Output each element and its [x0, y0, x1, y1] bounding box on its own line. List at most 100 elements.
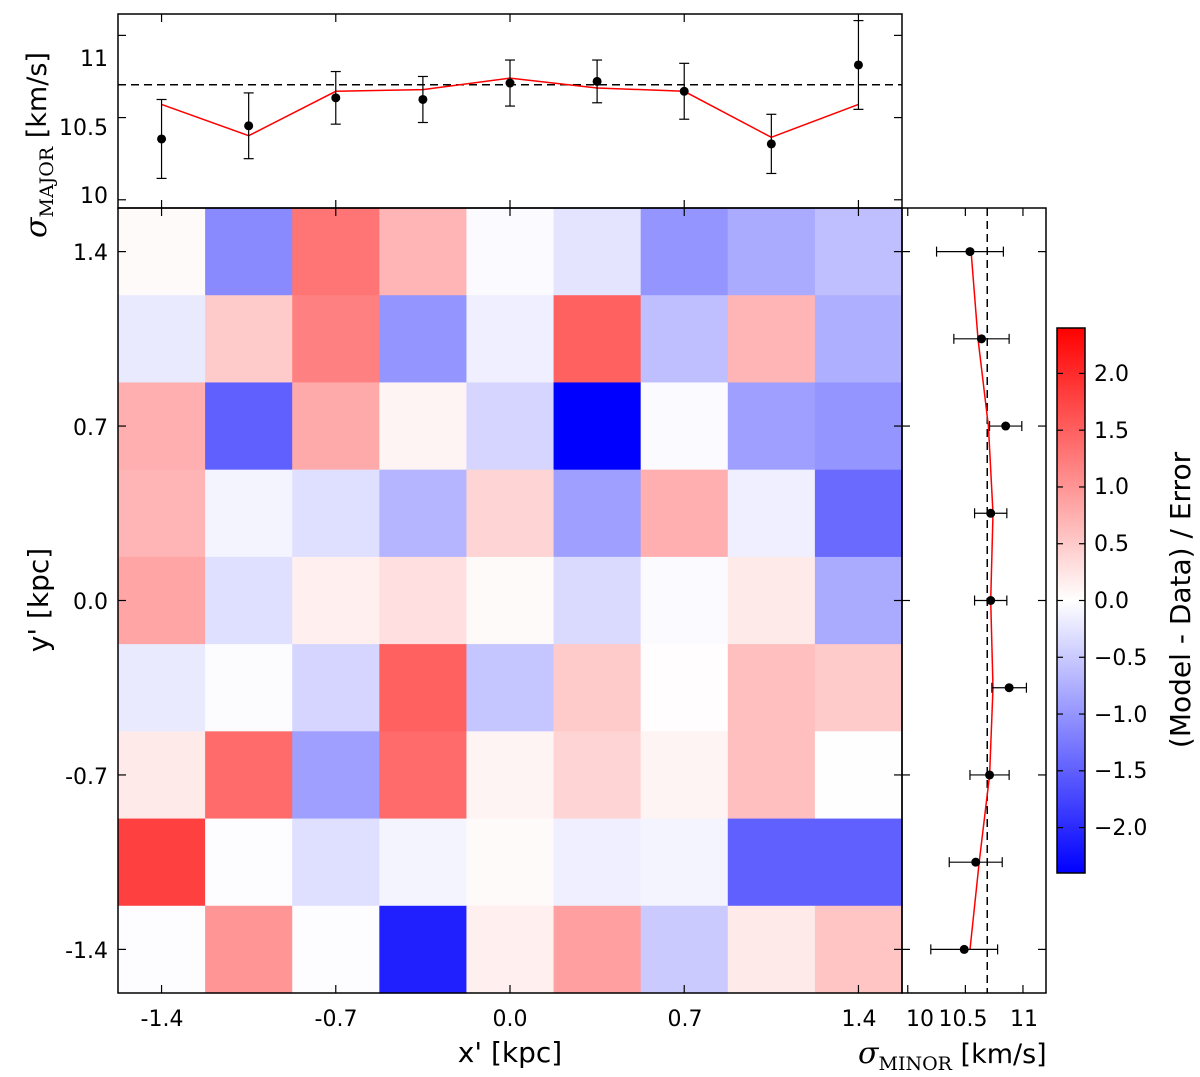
- heatmap-cell: [118, 295, 206, 384]
- heatmap-cell: [553, 295, 642, 384]
- heatmap-cell: [814, 644, 903, 732]
- y-tick-label: -1.4: [65, 939, 108, 964]
- heatmap-cell: [814, 905, 903, 994]
- right-x-tick-label: 10.5: [939, 1007, 988, 1032]
- heatmap-cell: [466, 731, 555, 820]
- heatmap-cell: [640, 295, 729, 384]
- x-tick-label: -1.4: [141, 1007, 184, 1032]
- heatmap-cell: [727, 208, 816, 296]
- heatmap-cell: [118, 818, 206, 907]
- right-x-tick-label: 11: [1010, 1007, 1038, 1032]
- heatmap-cell: [814, 382, 903, 471]
- heatmap-cell: [640, 644, 729, 732]
- right-data-point: [1001, 421, 1011, 431]
- top-y-axis-subscript: MAJOR: [36, 146, 58, 217]
- right-data-point: [965, 247, 975, 257]
- heatmap-ticks: [118, 208, 902, 993]
- heatmap-cell: [118, 556, 206, 645]
- heatmap-cell: [118, 644, 206, 732]
- heatmap-cell: [727, 295, 816, 384]
- colorbar-tick-label: −0.5: [1094, 646, 1147, 671]
- heatmap-cell: [379, 382, 468, 471]
- right-data-point: [971, 857, 981, 867]
- heatmap-cell: [118, 382, 206, 471]
- heatmap-cell: [814, 731, 903, 820]
- colorbar-tick-label: −1.0: [1094, 703, 1147, 728]
- heatmap-cell: [640, 905, 729, 994]
- heatmap-cell: [292, 644, 380, 732]
- heatmap-cell: [466, 382, 555, 471]
- heatmap-cell: [379, 208, 468, 296]
- heatmap-cell: [205, 208, 293, 296]
- heatmap-cell: [379, 818, 468, 907]
- heatmap-cell: [814, 295, 903, 384]
- heatmap-cell: [727, 905, 816, 994]
- x-tick-label: -0.7: [315, 1007, 358, 1032]
- colorbar-tick-label: 0.0: [1094, 589, 1129, 614]
- heatmap-cell: [553, 556, 642, 645]
- heatmap-cell: [292, 731, 380, 820]
- right-panel-frame: [901, 207, 1047, 994]
- heatmap-cell: [640, 469, 729, 558]
- heatmap-cell: [205, 556, 293, 645]
- heatmap-cell: [553, 208, 642, 296]
- heatmap-cell: [292, 382, 380, 471]
- heatmap-cell: [292, 208, 380, 296]
- heatmap-cell: [205, 382, 293, 471]
- right-data-point: [986, 508, 996, 518]
- top-data-point: [766, 139, 776, 149]
- heatmap-cell: [814, 556, 903, 645]
- heatmap-cell: [640, 382, 729, 471]
- heatmap-cell: [814, 818, 903, 907]
- y-tick-label: 0.7: [73, 416, 108, 441]
- heatmap-cell: [640, 731, 729, 820]
- right-x-axis-label: σMINOR [km/s]: [858, 1036, 1047, 1075]
- heatmap-cell: [553, 905, 642, 994]
- heatmap-cell: [814, 208, 903, 296]
- heatmap-cell: [205, 818, 293, 907]
- colorbar-tick-label: 1.0: [1094, 475, 1129, 500]
- heatmap-cell: [379, 731, 468, 820]
- heatmap-cell: [727, 644, 816, 732]
- heatmap-cell: [553, 382, 642, 471]
- top-data-point: [592, 76, 602, 86]
- heatmap-cell: [466, 905, 555, 994]
- y-tick-label: -0.7: [65, 765, 108, 790]
- top-y-axis-symbol: σ: [19, 216, 54, 238]
- heatmap-cell: [553, 644, 642, 732]
- x-tick-label: 1.4: [842, 1007, 877, 1032]
- colorbar-label: (Model - Data) / Error: [1164, 451, 1197, 748]
- heatmap-cell: [118, 731, 206, 820]
- heatmap-cell: [466, 469, 555, 558]
- heatmap-cell: [814, 469, 903, 558]
- heatmap-cell: [553, 731, 642, 820]
- top-y-axis-unit: [km/s]: [22, 52, 53, 147]
- colorbar-ticks: [1057, 372, 1085, 829]
- heatmap-cell: [205, 295, 293, 384]
- heatmap-cell: [118, 469, 206, 558]
- top-y-tick-label: 10: [80, 184, 108, 209]
- heatmap-cell: [553, 469, 642, 558]
- heatmap-cell: [466, 818, 555, 907]
- heatmap-cell: [727, 469, 816, 558]
- top-data-point: [331, 93, 341, 103]
- right-x-axis-unit: [km/s]: [952, 1039, 1047, 1070]
- right-points: [930, 246, 1028, 955]
- heatmap-cell: [553, 818, 642, 907]
- top-data-point: [853, 60, 863, 70]
- colorbar-tick-label: −1.5: [1094, 759, 1147, 784]
- right-panel-ticks: [902, 208, 1046, 993]
- heatmap-cell: [727, 818, 816, 907]
- heatmap-cell: [292, 295, 380, 384]
- x-axis-label: x' [kpc]: [458, 1036, 562, 1069]
- x-tick-label: 0.7: [668, 1007, 703, 1032]
- right-x-axis-subscript: MINOR: [878, 1053, 952, 1075]
- y-tick-label: 0.0: [73, 590, 108, 615]
- heatmap-cell: [466, 295, 555, 384]
- right-data-point: [1004, 683, 1014, 693]
- heatmap-cell: [466, 208, 555, 296]
- heatmap-cell: [640, 818, 729, 907]
- heatmap-cell: [205, 644, 293, 732]
- heatmap-cell: [640, 556, 729, 645]
- heatmap-cell: [292, 556, 380, 645]
